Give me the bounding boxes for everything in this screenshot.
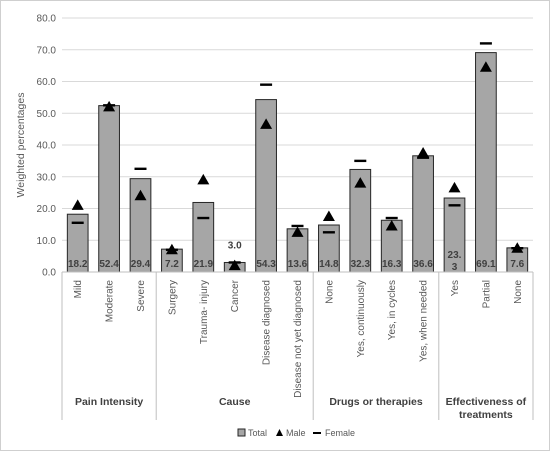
x-tick-label: Yes, when needed (419, 280, 430, 362)
male-marker (479, 61, 492, 72)
bar-value-label: 3.0 (228, 240, 242, 251)
x-tick-label: Partial (481, 280, 492, 308)
x-tick-label: Mild (73, 280, 84, 298)
bar-value-label: 14.8 (319, 259, 339, 270)
bar-value-label: 13.6 (288, 259, 308, 270)
male-marker (197, 173, 210, 185)
male-marker (322, 210, 335, 221)
legend-swatch-male (276, 429, 283, 436)
male-marker (71, 199, 84, 210)
male-marker (448, 181, 461, 193)
legend-swatch-total (237, 428, 246, 437)
x-tick-label: Severe (136, 280, 147, 312)
x-tick-label: None (324, 280, 335, 304)
y-tick-label: 40.0 (37, 141, 57, 152)
bar (412, 155, 434, 273)
x-axis: Mild Moderate Severe Surgery Trauma- injury C… (61, 271, 534, 421)
legend-label: Female (325, 428, 355, 438)
male-marker (291, 226, 304, 237)
y-tick-label: 0.0 (42, 268, 56, 279)
bar-value-label: 32.3 (351, 259, 371, 270)
bar-value-label: 29.4 (131, 259, 151, 270)
bars (66, 52, 529, 273)
legend: Total Male Female (237, 428, 355, 438)
bar-value-label: 23. 3 (448, 250, 462, 273)
bar (475, 52, 497, 273)
y-tick-label: 50.0 (37, 109, 57, 120)
x-tick-label: Disease diagnosed (262, 280, 273, 365)
bar-value-label-line: 3 (452, 262, 458, 273)
female-markers (71, 42, 524, 264)
x-tick-label: None (513, 280, 524, 304)
y-tick-label: 10.0 (37, 236, 57, 247)
legend-label: Male (286, 428, 306, 438)
group-label: Drugs or therapies (329, 396, 423, 408)
bar-value-label: 69.1 (476, 259, 496, 270)
x-tick-label: Moderate (105, 280, 116, 323)
male-marker (228, 259, 241, 271)
y-axis-label: Weighted percentages (15, 93, 27, 198)
x-tick-label: Disease not yet diagnosed (293, 280, 304, 398)
bar-value-label: 7.2 (165, 259, 179, 270)
male-marker (260, 118, 273, 129)
bar-value-label: 18.2 (68, 259, 88, 270)
bar-value-label: 36.6 (413, 259, 433, 270)
x-tick-label: Yes (450, 280, 461, 296)
y-tick-label: 60.0 (37, 77, 57, 88)
x-tick-label: Trauma- injury (199, 280, 210, 344)
bar-value-label: 54.3 (256, 259, 276, 270)
male-marker (354, 177, 367, 188)
group-label-line: Effectiveness of (446, 396, 527, 408)
male-marker (134, 189, 147, 201)
y-axis: Weighted percentages 0.0 10.0 20.0 30.0 40.0… (15, 14, 56, 279)
bar-value-label: 7.6 (510, 259, 524, 270)
y-tick-label: 70.0 (37, 45, 57, 56)
bar-value-label: 16.3 (382, 259, 402, 270)
y-tick-label: 20.0 (37, 204, 57, 215)
x-tick-label: Surgery (167, 280, 178, 315)
y-tick-label: 30.0 (37, 172, 57, 183)
y-tick-label: 80.0 (37, 14, 57, 25)
bar-value-label: 21.9 (194, 259, 214, 270)
legend-label: Total (248, 428, 267, 438)
bar-value-label-line: 23. (448, 250, 462, 261)
x-tick-label: Yes, continuously (356, 280, 367, 357)
male-marker (385, 219, 398, 231)
male-marker (417, 146, 430, 158)
bar-value-label: 52.4 (99, 259, 119, 270)
x-tick-label: Yes, in cycles (387, 280, 398, 340)
group-label: Pain Intensity (75, 396, 143, 408)
group-label: Cause (219, 396, 251, 408)
group-label-line: treatments (459, 409, 513, 421)
male-markers (71, 61, 524, 271)
bar (98, 105, 120, 273)
bar-value-labels: 18.2 52.4 29.4 7.2 21.9 3.0 54.3 13.6 14.8 32.3 16… (68, 240, 525, 273)
x-tick-label: Cancer (230, 279, 241, 312)
group-label: Effectiveness of treatments (446, 396, 527, 421)
